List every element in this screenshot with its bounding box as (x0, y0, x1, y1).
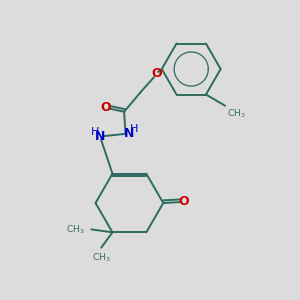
Text: O: O (178, 195, 189, 208)
Text: H: H (130, 124, 139, 134)
Text: O: O (151, 67, 162, 80)
Text: N: N (95, 130, 106, 143)
Text: O: O (100, 101, 111, 114)
Text: CH$_3$: CH$_3$ (226, 107, 245, 120)
Text: CH$_3$: CH$_3$ (66, 223, 85, 236)
Text: CH$_3$: CH$_3$ (92, 252, 111, 264)
Text: N: N (124, 127, 134, 140)
Text: H: H (91, 127, 99, 137)
